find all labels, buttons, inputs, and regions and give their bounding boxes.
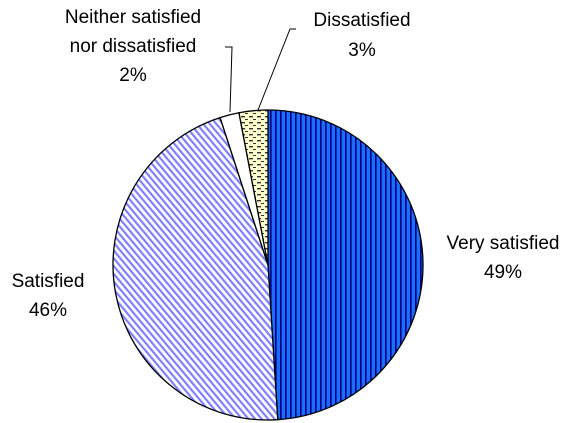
data-label-percent-neither-satisfied-nor-dissatisfied: 2% bbox=[119, 65, 147, 86]
leader-line-neither-satisfied-nor-dissatisfied bbox=[225, 47, 232, 112]
data-label-name-neither-satisfied-nor-dissatisfied: nor dissatisfied bbox=[70, 36, 197, 57]
pie-slice-very-satisfied bbox=[268, 110, 423, 420]
data-label-name-neither-satisfied-nor-dissatisfied: Neither satisfied bbox=[65, 7, 201, 28]
data-label-percent-dissatisfied: 3% bbox=[348, 40, 376, 61]
leader-line-dissatisfied bbox=[258, 29, 296, 110]
data-label-name-very-satisfied: Very satisfied bbox=[447, 233, 560, 254]
data-label-percent-satisfied: 46% bbox=[29, 300, 67, 321]
leader-lines-layer bbox=[225, 29, 296, 112]
data-label-name-dissatisfied: Dissatisfied bbox=[313, 10, 410, 31]
data-label-percent-very-satisfied: 49% bbox=[484, 262, 522, 283]
data-label-name-satisfied: Satisfied bbox=[12, 271, 85, 292]
slices-layer bbox=[113, 110, 423, 420]
